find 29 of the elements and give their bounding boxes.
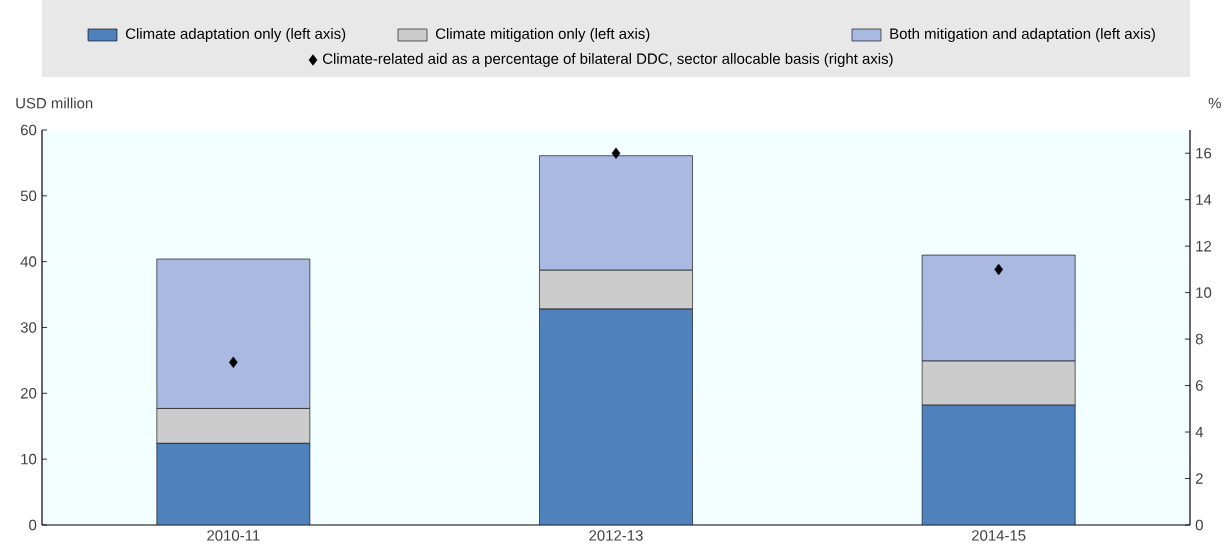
y2-tick-label: 10 bbox=[1196, 287, 1212, 298]
x-tick-label: 2012-13 bbox=[589, 530, 643, 541]
legend-label: Climate-related aid as a percentage of bilateral DDC, sector allocable basis (right axis) bbox=[322, 53, 893, 67]
y-tick-label: 10 bbox=[21, 453, 37, 465]
x-tick-label: 2014-15 bbox=[971, 530, 1026, 541]
legend-label: Both mitigation and adaptation (left axis) bbox=[890, 28, 1155, 42]
y2-tick-label: 12 bbox=[1196, 240, 1212, 252]
y2-tick-label: 0 bbox=[1195, 519, 1203, 531]
bar bbox=[921, 404, 1076, 525]
y2-tick-label: 8 bbox=[1195, 333, 1203, 345]
y2-tick-label: 16 bbox=[1196, 147, 1212, 159]
y-tick-label: 20 bbox=[20, 388, 37, 399]
y-tick-label: 40 bbox=[20, 256, 37, 267]
y-tick-label: 50 bbox=[20, 190, 37, 202]
bar bbox=[539, 308, 693, 525]
y-tick-label: 30 bbox=[20, 322, 37, 333]
x-tick-label: 2010-11 bbox=[207, 530, 260, 541]
bar bbox=[156, 443, 311, 525]
y2-axis-title: % bbox=[1208, 97, 1221, 109]
y2-tick-label: 2 bbox=[1195, 473, 1203, 484]
y2-tick-label: 14 bbox=[1196, 194, 1212, 205]
y-tick-label: 60 bbox=[20, 124, 37, 136]
legend-label: Climate mitigation only (left axis) bbox=[435, 28, 650, 42]
point bbox=[611, 147, 621, 159]
y-axis-title: USD million bbox=[16, 97, 93, 109]
y2-tick-label: 6 bbox=[1195, 380, 1203, 391]
legend-label: Climate adaptation only (left axis) bbox=[125, 28, 346, 42]
y-tick-label: 0 bbox=[29, 519, 37, 531]
y2-tick-label: 4 bbox=[1195, 426, 1204, 438]
